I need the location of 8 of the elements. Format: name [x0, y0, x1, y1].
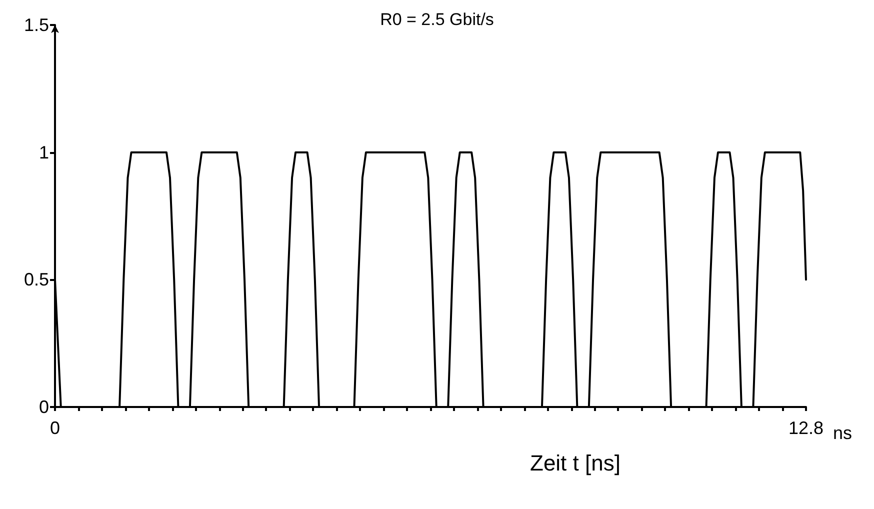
text: ns	[833, 423, 852, 443]
y-tick-label: 1	[38, 142, 49, 162]
y-tick-label: 0	[38, 397, 49, 417]
x-tick-label: 12.8	[788, 418, 824, 438]
chart-title: R0 = 2.5 Gbit/s	[380, 10, 494, 29]
y-tick-label: 0.5	[24, 270, 49, 290]
y-tick-label: 1.5	[24, 15, 49, 35]
x-axis-title: Zeit t [ns]	[530, 450, 620, 476]
